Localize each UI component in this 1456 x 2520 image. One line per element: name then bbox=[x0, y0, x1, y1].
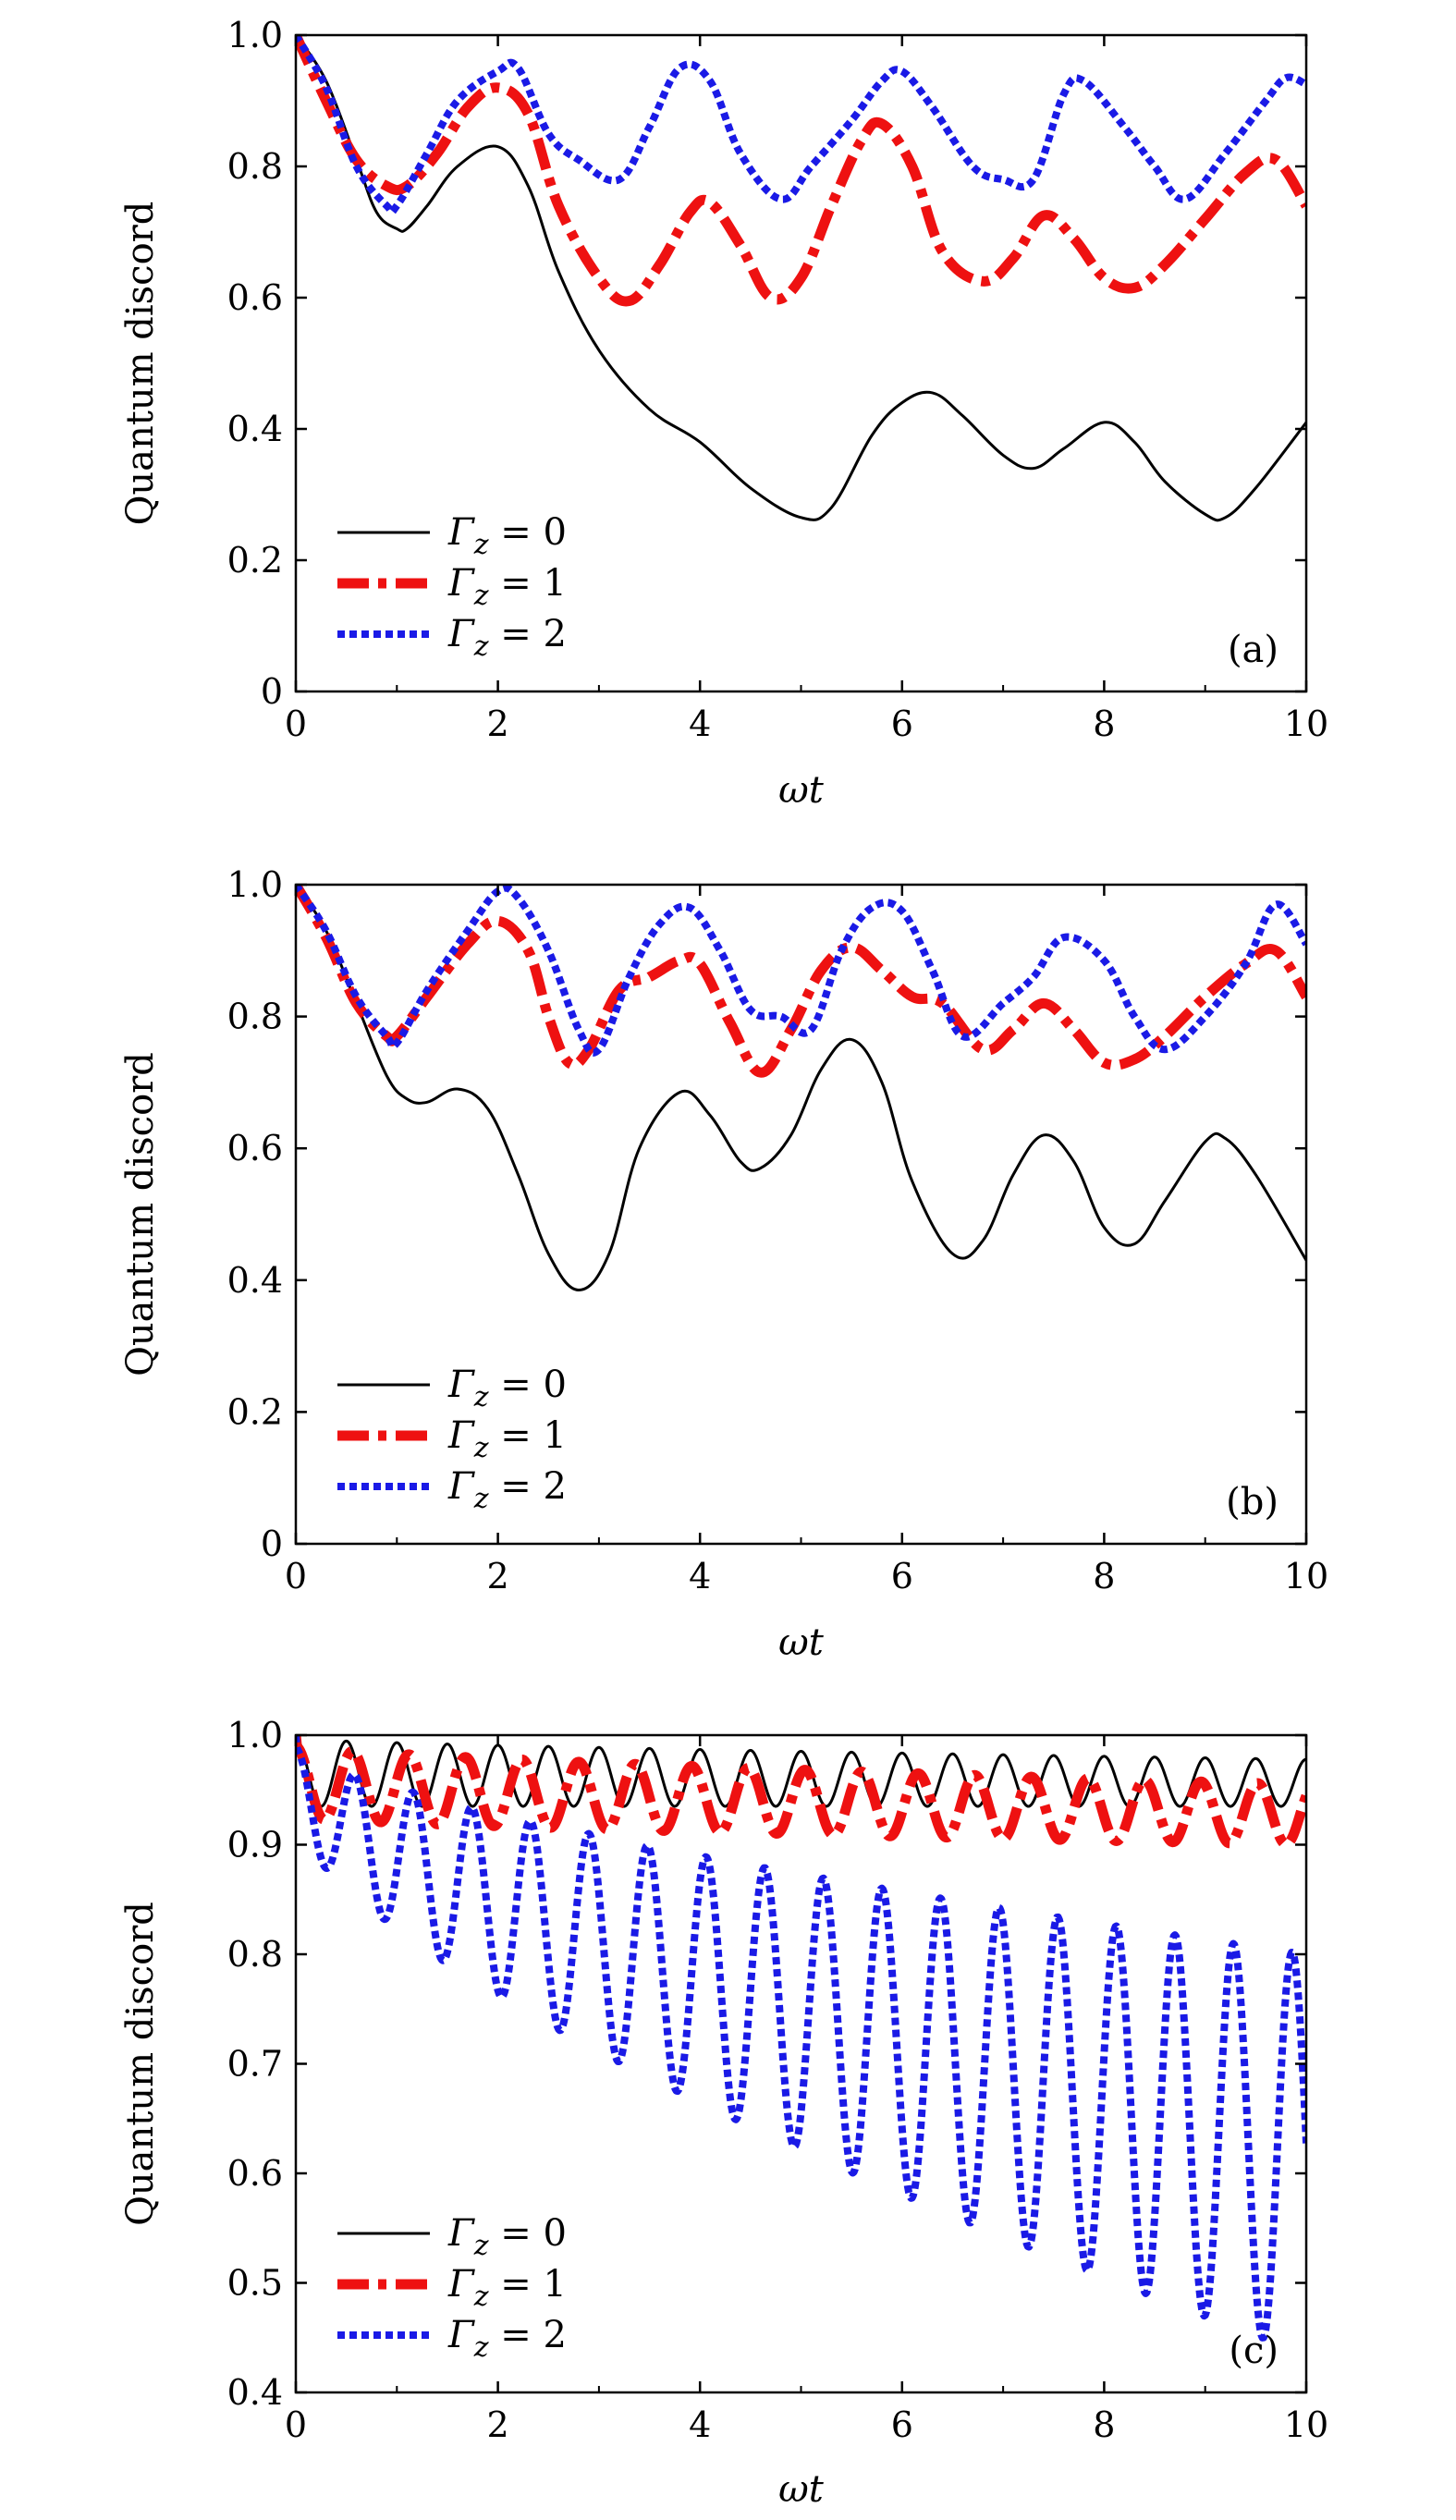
x-tick-label: 6 bbox=[891, 703, 913, 744]
x-tick-label: 8 bbox=[1093, 2404, 1115, 2445]
y-axis-label: Quantum discord bbox=[119, 202, 162, 526]
y-tick-label: 1.0 bbox=[227, 1715, 283, 1755]
y-tick-label: 0.8 bbox=[227, 997, 283, 1037]
legend-label-0: Γz = 0 bbox=[447, 2212, 567, 2262]
y-tick-label: 0.4 bbox=[227, 1260, 283, 1301]
legend: Γz = 0Γz = 1Γz = 2 bbox=[337, 511, 567, 663]
x-tick-label: 4 bbox=[689, 703, 711, 744]
y-tick-label: 0.6 bbox=[227, 2153, 283, 2194]
plot-area bbox=[296, 35, 1306, 522]
x-tick-label: 10 bbox=[1284, 2404, 1328, 2445]
legend-label-0: Γz = 0 bbox=[447, 511, 567, 561]
series-line-1 bbox=[296, 35, 1306, 307]
y-tick-label: 0.8 bbox=[227, 146, 283, 187]
x-tick-label: 8 bbox=[1093, 703, 1115, 744]
panel-c: 0 2 4 6 8 10 0.4 0.5 0.6 0.7 0.8 0.9 1.0 ωt Quantum di… bbox=[119, 1715, 1328, 2511]
y-axis-label: Quantum discord bbox=[119, 1902, 162, 2226]
legend: Γz = 0Γz = 1Γz = 2 bbox=[337, 2212, 567, 2364]
x-tick-label: 0 bbox=[285, 1556, 307, 1596]
x-tick-label: 10 bbox=[1284, 1556, 1328, 1596]
legend-label-2: Γz = 2 bbox=[447, 1465, 567, 1515]
panel-a: 0 2 4 6 8 10 0 0.2 0.4 0.6 0.8 1.0 ωt Quantum discord… bbox=[119, 15, 1328, 812]
x-axis-label: ωt bbox=[778, 769, 825, 812]
series-line-1 bbox=[296, 885, 1306, 1078]
x-tick-label: 2 bbox=[487, 2404, 509, 2445]
legend: Γz = 0Γz = 1Γz = 2 bbox=[337, 1364, 567, 1515]
series-line-2 bbox=[296, 885, 1306, 1057]
x-tick-label: 8 bbox=[1093, 1556, 1115, 1596]
series-line-0 bbox=[296, 1735, 1306, 1808]
axes-frame bbox=[294, 883, 1308, 1546]
y-tick-label: 0.4 bbox=[227, 409, 283, 449]
series-line-1 bbox=[296, 1735, 1306, 1850]
y-tick-label: 0.6 bbox=[227, 1128, 283, 1168]
x-tick-label: 4 bbox=[689, 1556, 711, 1596]
x-tick-label: 2 bbox=[487, 1556, 509, 1596]
legend-label-1: Γz = 1 bbox=[447, 562, 567, 612]
x-tick-label: 0 bbox=[285, 2404, 307, 2445]
x-tick-label: 2 bbox=[487, 703, 509, 744]
y-tick-label: 0.2 bbox=[227, 540, 283, 581]
y-tick-label: 0.8 bbox=[227, 1934, 283, 1975]
x-axis-label: ωt bbox=[778, 1621, 825, 1664]
y-tick-label: 0.4 bbox=[227, 2372, 283, 2413]
panel-b: 0 2 4 6 8 10 0 0.2 0.4 0.6 0.8 1.0 ωt Quantum discord… bbox=[119, 864, 1328, 1664]
y-tick-label: 0.9 bbox=[227, 1825, 283, 1866]
plot-area bbox=[296, 885, 1306, 1291]
axes-frame bbox=[294, 33, 1308, 693]
y-tick-label: 1.0 bbox=[227, 864, 283, 905]
panel-label: (b) bbox=[1226, 1481, 1279, 1523]
legend-label-0: Γz = 0 bbox=[447, 1364, 567, 1413]
y-tick-label: 0.5 bbox=[227, 2263, 283, 2304]
plot-area bbox=[296, 1735, 1306, 2342]
legend-label-1: Γz = 1 bbox=[447, 2263, 567, 2313]
y-axis-label: Quantum discord bbox=[119, 1052, 162, 1376]
x-tick-label: 6 bbox=[891, 2404, 913, 2445]
series-line-2 bbox=[296, 1735, 1306, 2342]
legend-label-2: Γz = 2 bbox=[447, 2314, 567, 2364]
axes-frame bbox=[294, 1733, 1308, 2394]
x-tick-label: 6 bbox=[891, 1556, 913, 1596]
legend-label-1: Γz = 1 bbox=[447, 1414, 567, 1464]
y-tick-label: 0 bbox=[261, 671, 283, 712]
series-line-0 bbox=[296, 885, 1306, 1291]
x-axis-label: ωt bbox=[778, 2468, 825, 2511]
series-line-2 bbox=[296, 35, 1306, 216]
x-tick-label: 4 bbox=[689, 2404, 711, 2445]
x-tick-label: 10 bbox=[1284, 703, 1328, 744]
y-tick-label: 0.7 bbox=[227, 2044, 283, 2085]
panel-label: (a) bbox=[1228, 629, 1279, 671]
panel-label: (c) bbox=[1229, 2330, 1279, 2372]
x-tick-label: 0 bbox=[285, 703, 307, 744]
y-tick-label: 0.2 bbox=[227, 1391, 283, 1432]
y-tick-label: 1.0 bbox=[227, 15, 283, 55]
y-tick-label: 0 bbox=[261, 1523, 283, 1564]
legend-label-2: Γz = 2 bbox=[447, 613, 567, 663]
y-tick-label: 0.6 bbox=[227, 277, 283, 318]
series-line-0 bbox=[296, 35, 1306, 522]
